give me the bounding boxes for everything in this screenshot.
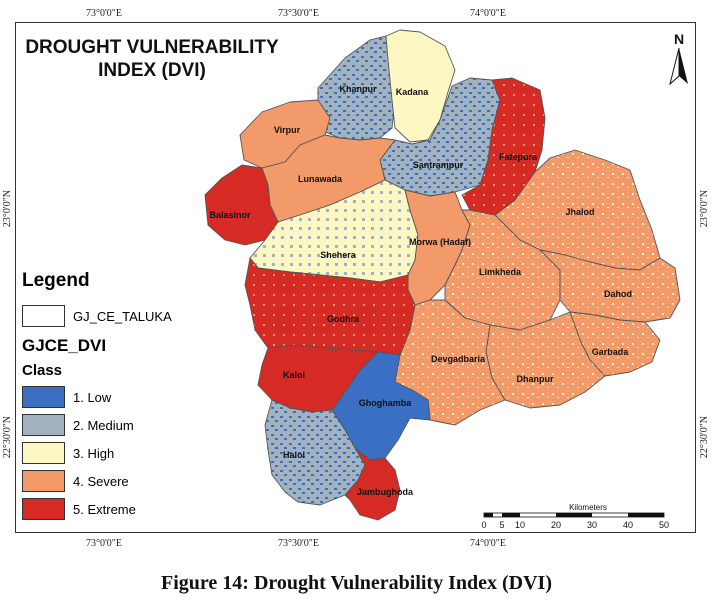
north-label: N [674, 31, 684, 47]
taluka-jambughoda [344, 447, 401, 521]
scale-tick-label: 40 [623, 520, 633, 530]
label-jhalod: Jhalod [565, 207, 594, 217]
map-title: DROUGHT VULNERABILITY INDEX (DVI) [22, 36, 282, 82]
label-devgadbaria: Devgadbaria [431, 354, 486, 364]
label-halol: Halol [283, 450, 305, 460]
legend-class-swatch [22, 414, 65, 436]
map-title-line1: DROUGHT VULNERABILITY [25, 37, 279, 58]
tick-top-74-0: 74°0'0"E [470, 8, 506, 19]
legend-class-swatch [22, 386, 65, 408]
legend-class-row: 5. Extreme [22, 495, 192, 523]
legend-class-label: 3. High [73, 445, 115, 461]
legend-class-label: 5. Extreme [73, 501, 136, 517]
label-santrampur: Santrampur [413, 160, 464, 170]
label-fatepura: Fatepura [499, 152, 538, 162]
tick-bottom-73-30: 73°30'0"E [278, 538, 319, 549]
legend-class-row: 1. Low [22, 383, 192, 411]
scale-tick-label: 10 [515, 520, 525, 530]
label-shehera: Shehera [320, 250, 357, 260]
legend-class-row: 3. High [22, 439, 192, 467]
label-virpur: Virpur [274, 125, 301, 135]
label-khanpur: Khanpur [340, 84, 377, 94]
legend-taluka-row: GJ_CE_TALUKA [22, 302, 192, 330]
label-kaloi: Kaloi [283, 370, 305, 380]
legend-class-swatch [22, 498, 65, 520]
scale-tick-label: 0 [481, 520, 486, 530]
scale-tick-label: 50 [659, 520, 669, 530]
legend-class-row: 4. Severe [22, 467, 192, 495]
figure-caption: Figure 14: Drought Vulnerability Index (… [161, 572, 552, 594]
legend: Legend GJ_CE_TALUKA GJCE_DVI Class 1. Lo… [22, 270, 192, 523]
tick-top-73-0: 73°0'0"E [86, 8, 122, 19]
label-godhra: Godhra [327, 314, 360, 324]
tick-bottom-74-0: 74°0'0"E [470, 538, 506, 549]
legend-class-swatch [22, 470, 65, 492]
scale-tick-label: 30 [587, 520, 597, 530]
label-dhanpur: Dhanpur [517, 374, 554, 384]
legend-class-swatch [22, 442, 65, 464]
tick-top-73-30: 73°30'0"E [278, 8, 319, 19]
label-garbada: Garbada [592, 347, 630, 357]
label-morwa: Morwa (Hadaf) [409, 237, 471, 247]
legend-taluka-label: GJ_CE_TALUKA [73, 308, 172, 324]
scale-bar: Kilometers 0 5 10 20 30 40 50 [481, 503, 669, 530]
label-kadana: Kadana [396, 87, 430, 97]
scale-tick-label: 20 [551, 520, 561, 530]
tick-bottom-73-0: 73°0'0"E [86, 538, 122, 549]
taluka-morwa [404, 189, 471, 306]
legend-class-list: 1. Low 2. Medium 3. High 4. Severe 5. Extrem… [22, 383, 192, 523]
legend-class-label: 2. Medium [73, 417, 134, 433]
taluka-ghoghamba [331, 351, 431, 461]
legend-class-label: 4. Severe [73, 473, 129, 489]
label-ghoghamba: Ghoghamba [359, 398, 412, 408]
taluka-balasinor [204, 164, 279, 246]
label-jambughoda: Jambughoda [357, 487, 414, 497]
scale-tick-label: 5 [499, 520, 504, 530]
legend-class-heading: Class [22, 362, 63, 379]
taluka-dahod [539, 249, 681, 323]
label-limkheda: Limkheda [479, 267, 522, 277]
legend-class-label: 1. Low [73, 389, 112, 405]
label-balasinor: Balasinor [209, 210, 251, 220]
legend-taluka-swatch [22, 305, 65, 327]
scale-unit: Kilometers [569, 503, 607, 512]
label-lunawada: Lunawada [298, 174, 343, 184]
label-dahod: Dahod [604, 289, 632, 299]
map-title-line2: INDEX (DVI) [98, 60, 206, 81]
legend-class-row: 2. Medium [22, 411, 192, 439]
legend-title: Legend [22, 270, 90, 291]
legend-dvi-layer: GJCE_DVI [22, 336, 107, 355]
north-arrow-icon: N [669, 31, 688, 86]
taluka-godhra [244, 257, 416, 356]
